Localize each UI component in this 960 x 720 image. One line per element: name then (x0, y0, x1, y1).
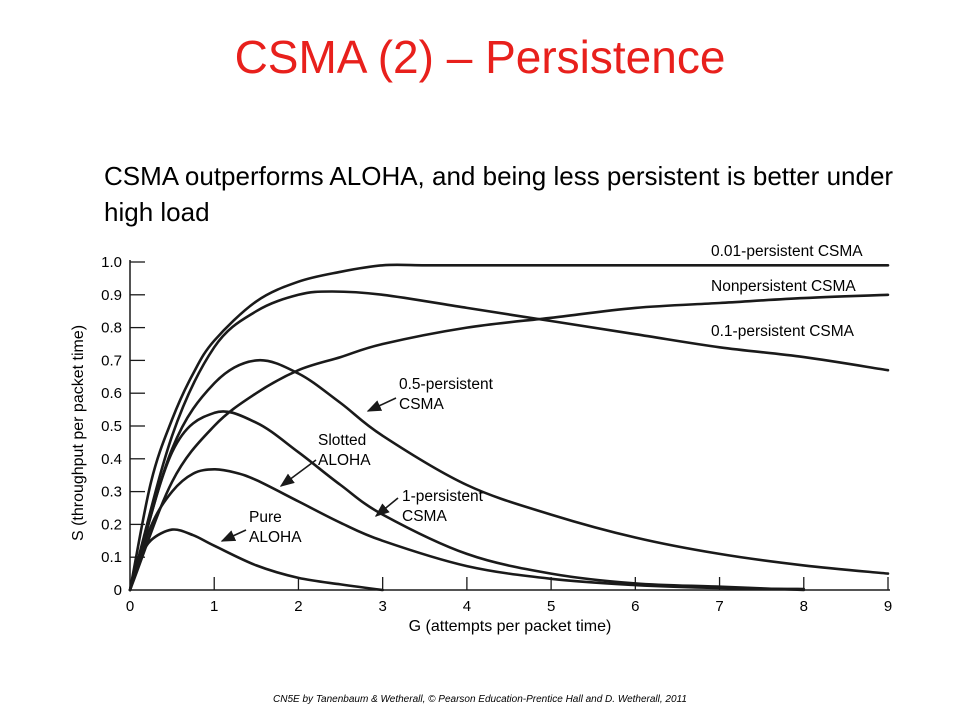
annotation-arrow (220, 529, 247, 542)
series-line (128, 467, 806, 592)
y-tick-label: 1.0 (101, 254, 122, 271)
y-axis-label: S (throughput per packet time) (70, 325, 87, 541)
x-tick-label: 9 (884, 598, 892, 615)
annotation-line: Slotted (318, 432, 366, 449)
annotation-label: 0.01-persistent CSMA (711, 243, 863, 260)
x-tick-label: 3 (378, 598, 386, 615)
x-tick-label: 6 (631, 598, 639, 615)
series-line (128, 358, 890, 592)
annotation-label: Slotted ALOHA (318, 432, 371, 469)
x-tick-label: 7 (715, 598, 723, 615)
y-tick-label: 0.8 (101, 320, 122, 337)
annotation-line: 1-persistent (402, 488, 484, 505)
slide-subtitle: CSMA outperforms ALOHA, and being less p… (104, 161, 894, 227)
annotation-line: Nonpersistent CSMA (711, 278, 856, 295)
chart-axes: 0 0.1 0.2 0.3 0.4 0.5 0.6 0.7 0.8 0.9 1.0 0 1 2 3 4 5 6 7 8… (101, 254, 892, 615)
y-tick-label: 0.3 (101, 484, 122, 501)
y-tick-label: 0.6 (101, 385, 122, 402)
annotation-line: 0.01-persistent CSMA (711, 243, 863, 260)
y-tick-label: 0.4 (101, 451, 122, 468)
annotation-line: ALOHA (318, 452, 371, 469)
y-tick-label: 0.2 (101, 516, 122, 533)
y-tick-label: 0 (114, 582, 122, 599)
annotation-arrow (366, 397, 397, 412)
annotation-label: 1-persistent CSMA (402, 488, 484, 525)
y-tick-label: 0.9 (101, 287, 122, 304)
annotation-label: 0.1-persistent CSMA (711, 323, 855, 340)
x-tick-label: 0 (126, 598, 134, 615)
chart-annotations: 0.01-persistent CSMA Nonpersistent CSMA 0.… (220, 243, 863, 546)
annotation-label: 0.5-persistent CSMA (399, 376, 494, 413)
x-tick-label: 5 (547, 598, 555, 615)
y-tick-label: 0.5 (101, 418, 122, 435)
y-tick-label: 0.7 (101, 352, 122, 369)
series-line (128, 293, 890, 592)
series-line (128, 290, 890, 592)
annotation-line: CSMA (402, 508, 447, 525)
annotation-arrow (279, 459, 317, 487)
annotation-line: 0.5-persistent (399, 376, 494, 393)
slide-footer: CN5E by Tanenbaum & Wetherall, © Pearson… (273, 694, 687, 705)
x-tick-label: 2 (294, 598, 302, 615)
series-line (128, 410, 806, 592)
annotation-label: Pure ALOHA (249, 509, 302, 546)
annotation-line: ALOHA (249, 529, 302, 546)
annotation-arrow (374, 497, 399, 517)
x-tick-label: 8 (800, 598, 808, 615)
series-line (128, 263, 890, 592)
x-axis-label: G (attempts per packet time) (409, 618, 612, 635)
x-tick-label: 1 (210, 598, 218, 615)
annotation-label: Nonpersistent CSMA (711, 278, 856, 295)
x-tick-label: 4 (463, 598, 471, 615)
annotation-line: Pure (249, 509, 282, 526)
chart-series (128, 263, 890, 592)
y-tick-label: 0.1 (101, 549, 122, 566)
annotation-line: 0.1-persistent CSMA (711, 323, 855, 340)
annotation-line: CSMA (399, 396, 444, 413)
series-line (128, 528, 384, 592)
slide-title: CSMA (2) – Persistence (234, 31, 726, 83)
